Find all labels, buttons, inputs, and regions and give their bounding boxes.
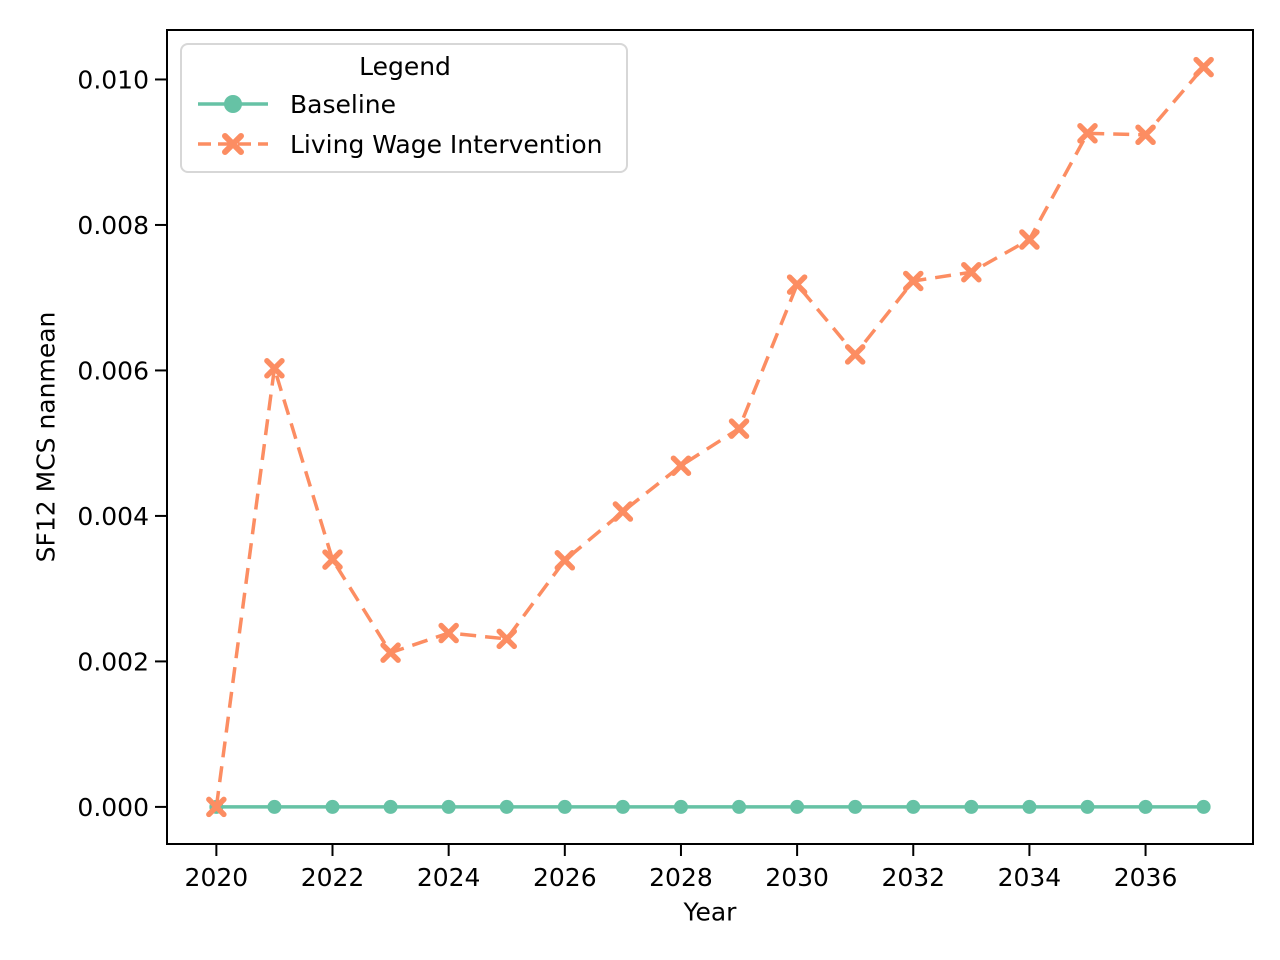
series-marker-1 bbox=[554, 550, 576, 571]
series-marker-1 bbox=[1019, 229, 1040, 250]
x-axis-label: Year bbox=[683, 897, 737, 927]
x-tick-label: 2024 bbox=[417, 863, 481, 892]
series-marker-0 bbox=[848, 799, 863, 814]
series-marker-1 bbox=[438, 622, 459, 644]
y-tick-label: 0.006 bbox=[77, 356, 149, 385]
y-axis-label: SF12 MCS nanmean bbox=[31, 311, 61, 563]
x-tick-label: 2026 bbox=[533, 863, 597, 892]
series-marker-1 bbox=[612, 501, 634, 522]
series-marker-1 bbox=[1135, 124, 1156, 146]
x-tick-label: 2028 bbox=[649, 863, 713, 892]
x-tick-label: 2020 bbox=[185, 863, 249, 892]
series-marker-0 bbox=[732, 799, 747, 814]
series-marker-1 bbox=[206, 796, 227, 818]
series-marker-0 bbox=[1196, 799, 1211, 814]
series-marker-1 bbox=[670, 455, 692, 476]
series-marker-0 bbox=[906, 799, 921, 814]
y-tick-label: 0.010 bbox=[77, 65, 149, 94]
series-marker-1 bbox=[786, 274, 808, 295]
series-marker-1 bbox=[903, 270, 924, 292]
series-marker-0 bbox=[325, 799, 340, 814]
series-marker-0 bbox=[1022, 799, 1037, 814]
series-marker-0 bbox=[964, 799, 979, 814]
series-marker-1 bbox=[264, 358, 285, 379]
series-marker-0 bbox=[615, 799, 630, 814]
legend-item-intervention: Living Wage Intervention bbox=[194, 124, 616, 164]
series-marker-1 bbox=[322, 549, 343, 570]
series-marker-0 bbox=[673, 799, 688, 814]
y-tick-label: 0.002 bbox=[77, 647, 149, 676]
y-tick-label: 0.000 bbox=[77, 793, 149, 822]
legend-label-intervention: Living Wage Intervention bbox=[290, 129, 603, 159]
x-tick-label: 2034 bbox=[998, 863, 1062, 892]
series-marker-1 bbox=[496, 628, 517, 650]
series-marker-1 bbox=[728, 418, 750, 439]
series-marker-1 bbox=[380, 642, 401, 663]
series-marker-1 bbox=[844, 344, 866, 365]
x-tick-label: 2032 bbox=[881, 863, 945, 892]
legend-sample-shape bbox=[222, 133, 244, 155]
series-marker-1 bbox=[1193, 56, 1214, 78]
y-tick-label: 0.008 bbox=[77, 211, 149, 240]
legend-item-baseline: Baseline bbox=[194, 84, 616, 124]
series-marker-0 bbox=[1138, 799, 1153, 814]
legend-title: Legend bbox=[359, 52, 451, 81]
series-marker-0 bbox=[383, 799, 398, 814]
series-marker-0 bbox=[557, 799, 572, 814]
baseline-line-sample-icon bbox=[198, 95, 268, 113]
series-marker-1 bbox=[1077, 123, 1098, 144]
plot-border bbox=[166, 29, 1254, 845]
series-marker-0 bbox=[1080, 799, 1095, 814]
legend-sample-shape bbox=[224, 95, 242, 113]
intervention-line-sample-icon bbox=[198, 133, 268, 155]
series-marker-0 bbox=[267, 799, 282, 814]
series-marker-0 bbox=[790, 799, 805, 814]
x-tick-label: 2036 bbox=[1114, 863, 1178, 892]
legend: Legend Baseline Living Wage Intervention bbox=[180, 43, 628, 173]
series-line-1 bbox=[214, 65, 1205, 808]
y-tick-label: 0.004 bbox=[77, 502, 149, 531]
x-tick-label: 2022 bbox=[301, 863, 365, 892]
series-marker-1 bbox=[961, 261, 982, 283]
series-marker-0 bbox=[441, 799, 456, 814]
series-marker-0 bbox=[499, 799, 514, 814]
x-tick-label: 2030 bbox=[765, 863, 829, 892]
legend-label-baseline: Baseline bbox=[290, 89, 396, 119]
